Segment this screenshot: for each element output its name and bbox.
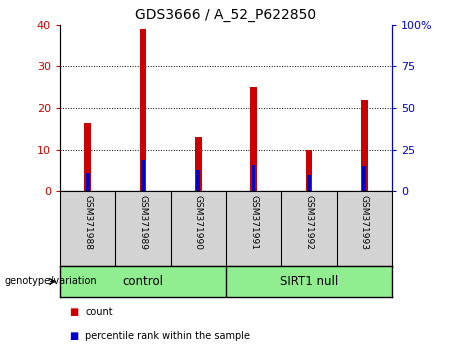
Bar (361, 99, 367, 191)
Text: SIRT1 null: SIRT1 null (280, 275, 338, 288)
Text: ■: ■ (69, 331, 78, 341)
Bar (252, 165, 255, 191)
Text: GSM371993: GSM371993 (360, 195, 369, 250)
Text: percentile rank within the sample: percentile rank within the sample (85, 331, 250, 341)
Bar (86, 173, 89, 191)
Bar (307, 175, 311, 191)
Bar (362, 166, 366, 191)
Bar (196, 170, 200, 191)
Title: GDS3666 / A_52_P622850: GDS3666 / A_52_P622850 (136, 8, 316, 22)
Text: ■: ■ (69, 307, 78, 316)
Text: genotype/variation: genotype/variation (5, 276, 97, 286)
Bar (306, 149, 312, 191)
Text: GSM371989: GSM371989 (138, 195, 148, 250)
Bar (250, 87, 257, 191)
Bar (140, 29, 146, 191)
Text: count: count (85, 307, 113, 316)
Text: GSM371988: GSM371988 (83, 195, 92, 250)
Text: control: control (123, 275, 163, 288)
Bar (141, 160, 145, 191)
Text: GSM371990: GSM371990 (194, 195, 203, 250)
Bar (195, 137, 201, 191)
Text: GSM371992: GSM371992 (304, 195, 313, 250)
Text: GSM371991: GSM371991 (249, 195, 258, 250)
Bar (84, 122, 91, 191)
